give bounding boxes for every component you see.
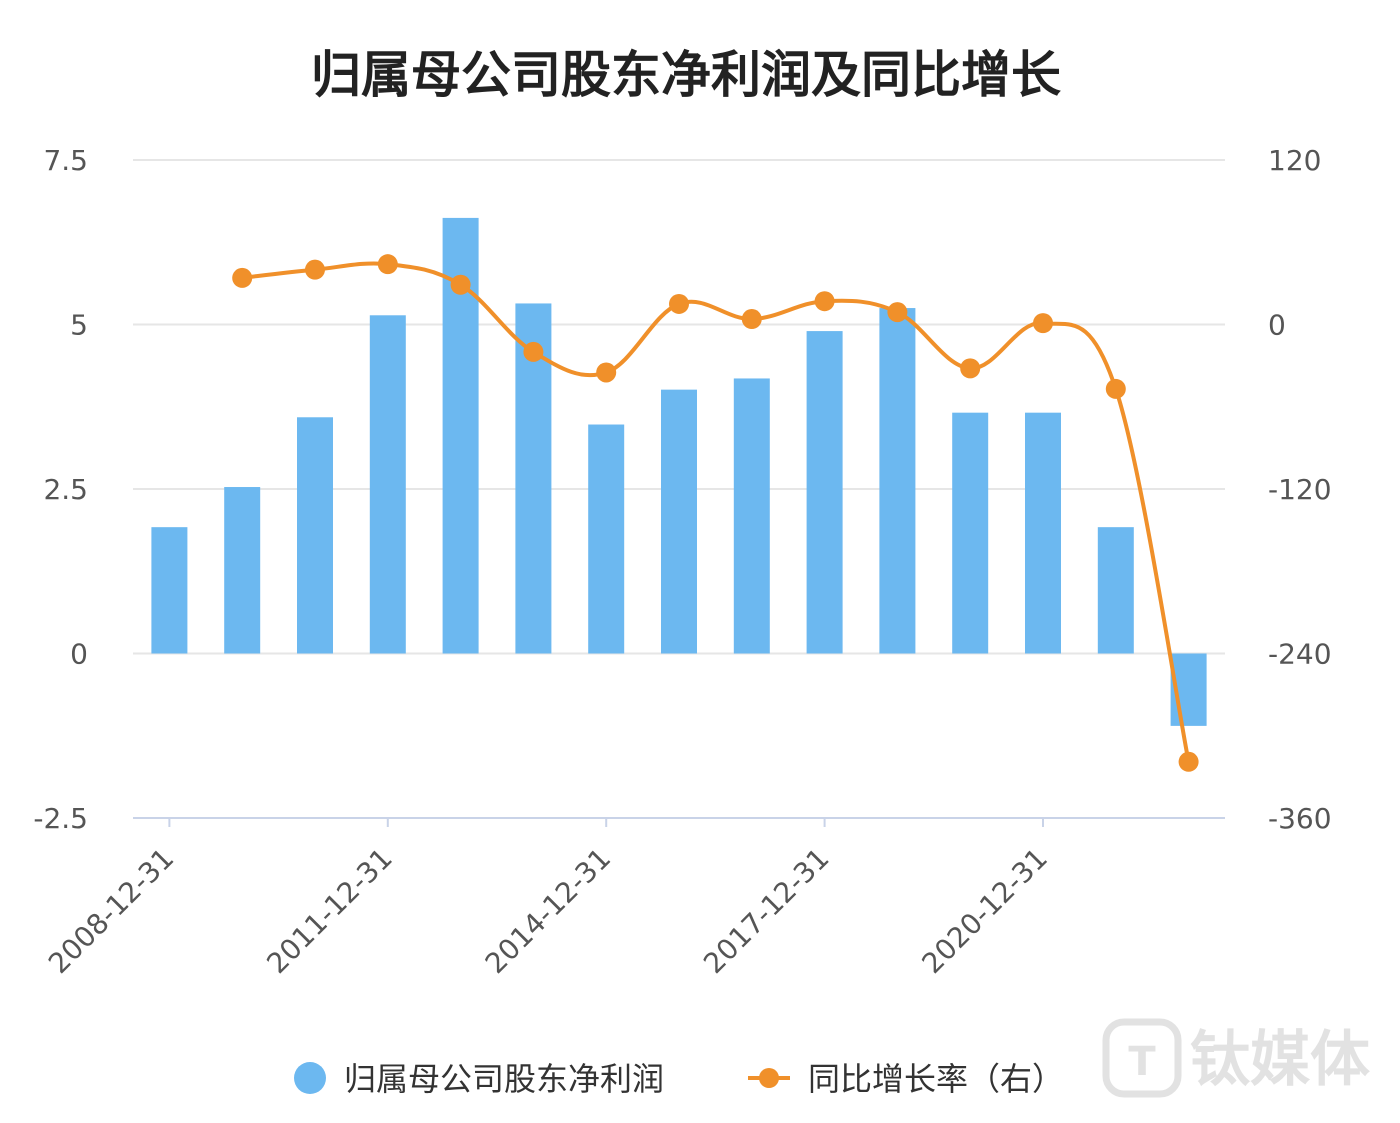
bar [297,417,333,654]
x-tick-label: 2008-12-31 [42,842,180,980]
legend-line-marker [759,1068,779,1088]
x-tick-label: 2014-12-31 [479,842,617,980]
tmt-logo-glyph: T [1128,1039,1156,1085]
line-point [377,254,398,275]
left-axis-ticks: 7.5 5 2.5 0 -2.5 [33,144,88,835]
bar-series [151,217,1207,726]
left-tick-label: 5 [70,309,88,342]
right-axis-ticks: 120 0 -120 -240 -360 [1268,144,1332,835]
x-axis: 2008-12-31 2011-12-31 2014-12-31 2017-12-31… [42,817,1225,980]
line-point [1105,378,1126,399]
left-tick-label: -2.5 [33,802,88,835]
line-point [1033,313,1053,334]
line-point [450,274,471,295]
legend-bar-label: 归属母公司股东净利润 [344,1060,664,1098]
bar [1025,412,1061,654]
right-tick-label: 120 [1268,144,1321,177]
right-tick-label: 0 [1268,309,1286,342]
right-tick-label: -360 [1268,802,1332,835]
left-tick-label: 2.5 [43,473,88,506]
tmt-logo-icon [1102,1018,1182,1098]
x-tick-label: 2011-12-31 [260,842,398,980]
line-point [1178,751,1199,772]
line-point [232,267,253,288]
legend-line-label: 同比增长率（右） [808,1060,1064,1098]
line-series [232,254,1199,772]
legend-bar-marker [294,1062,326,1094]
x-tick-label: 2017-12-31 [697,842,835,980]
bar [369,315,406,654]
line-point [814,291,835,312]
right-tick-label: -240 [1268,638,1332,671]
bar [879,308,916,654]
legend: 归属母公司股东净利润 同比增长率（右） [294,1060,1064,1098]
line-point [669,293,689,314]
line-point [305,259,325,280]
x-tick-label: 2020-12-31 [916,842,1054,980]
watermark-text: 钛媒体 [1190,1025,1370,1095]
line-point [887,302,908,323]
bar [661,389,697,654]
bar [1097,527,1134,654]
bar [588,424,625,654]
bar [806,331,843,654]
left-tick-label: 7.5 [43,144,88,177]
bar [224,487,261,654]
line-point [596,362,617,383]
chart-title: 归属母公司股东净利润及同比增长 [311,46,1061,104]
bar [952,412,989,654]
left-tick-label: 0 [70,638,88,671]
line-point [741,309,762,330]
bar [151,527,188,654]
watermark: T 钛媒体 [1102,1018,1370,1098]
bar [733,378,770,654]
line-point [960,358,981,379]
line-point [523,341,544,362]
right-tick-label: -120 [1268,473,1332,506]
